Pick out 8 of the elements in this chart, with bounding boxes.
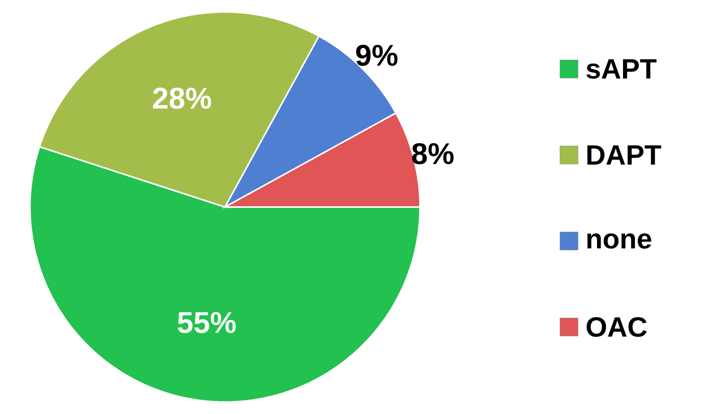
legend-label: DAPT [587, 145, 662, 165]
data-label: 55% [178, 312, 236, 334]
legend-label: OAC [586, 317, 647, 337]
data-label: 9% [356, 44, 398, 66]
data-label: 8% [412, 143, 454, 164]
legend-label: sAPT [586, 59, 657, 79]
data-label: 28% [153, 88, 212, 109]
legend-label: none [587, 233, 652, 249]
